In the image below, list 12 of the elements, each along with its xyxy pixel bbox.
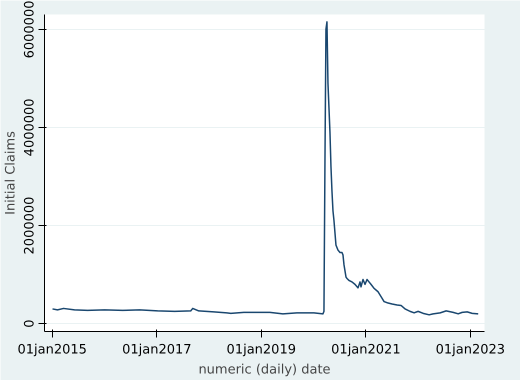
y-axis-title: Initial Claims (4, 130, 18, 215)
y-tick-label: 4000000 (22, 98, 38, 156)
x-axis-title: numeric (daily) date (198, 362, 331, 378)
x-tick-label: 01jan2015 (18, 342, 87, 358)
x-tick-label: 01jan2021 (331, 342, 401, 358)
x-tick-label: 01jan2023 (436, 342, 506, 358)
x-tick-label: 01jan2019 (226, 342, 296, 358)
y-tick-label: 2000000 (22, 196, 38, 254)
y-tick-label: 0 (22, 320, 38, 328)
y-tick-label: 6000000 (22, 0, 38, 58)
x-tick-label: 01jan2017 (122, 342, 192, 358)
line-series (52, 21, 479, 316)
